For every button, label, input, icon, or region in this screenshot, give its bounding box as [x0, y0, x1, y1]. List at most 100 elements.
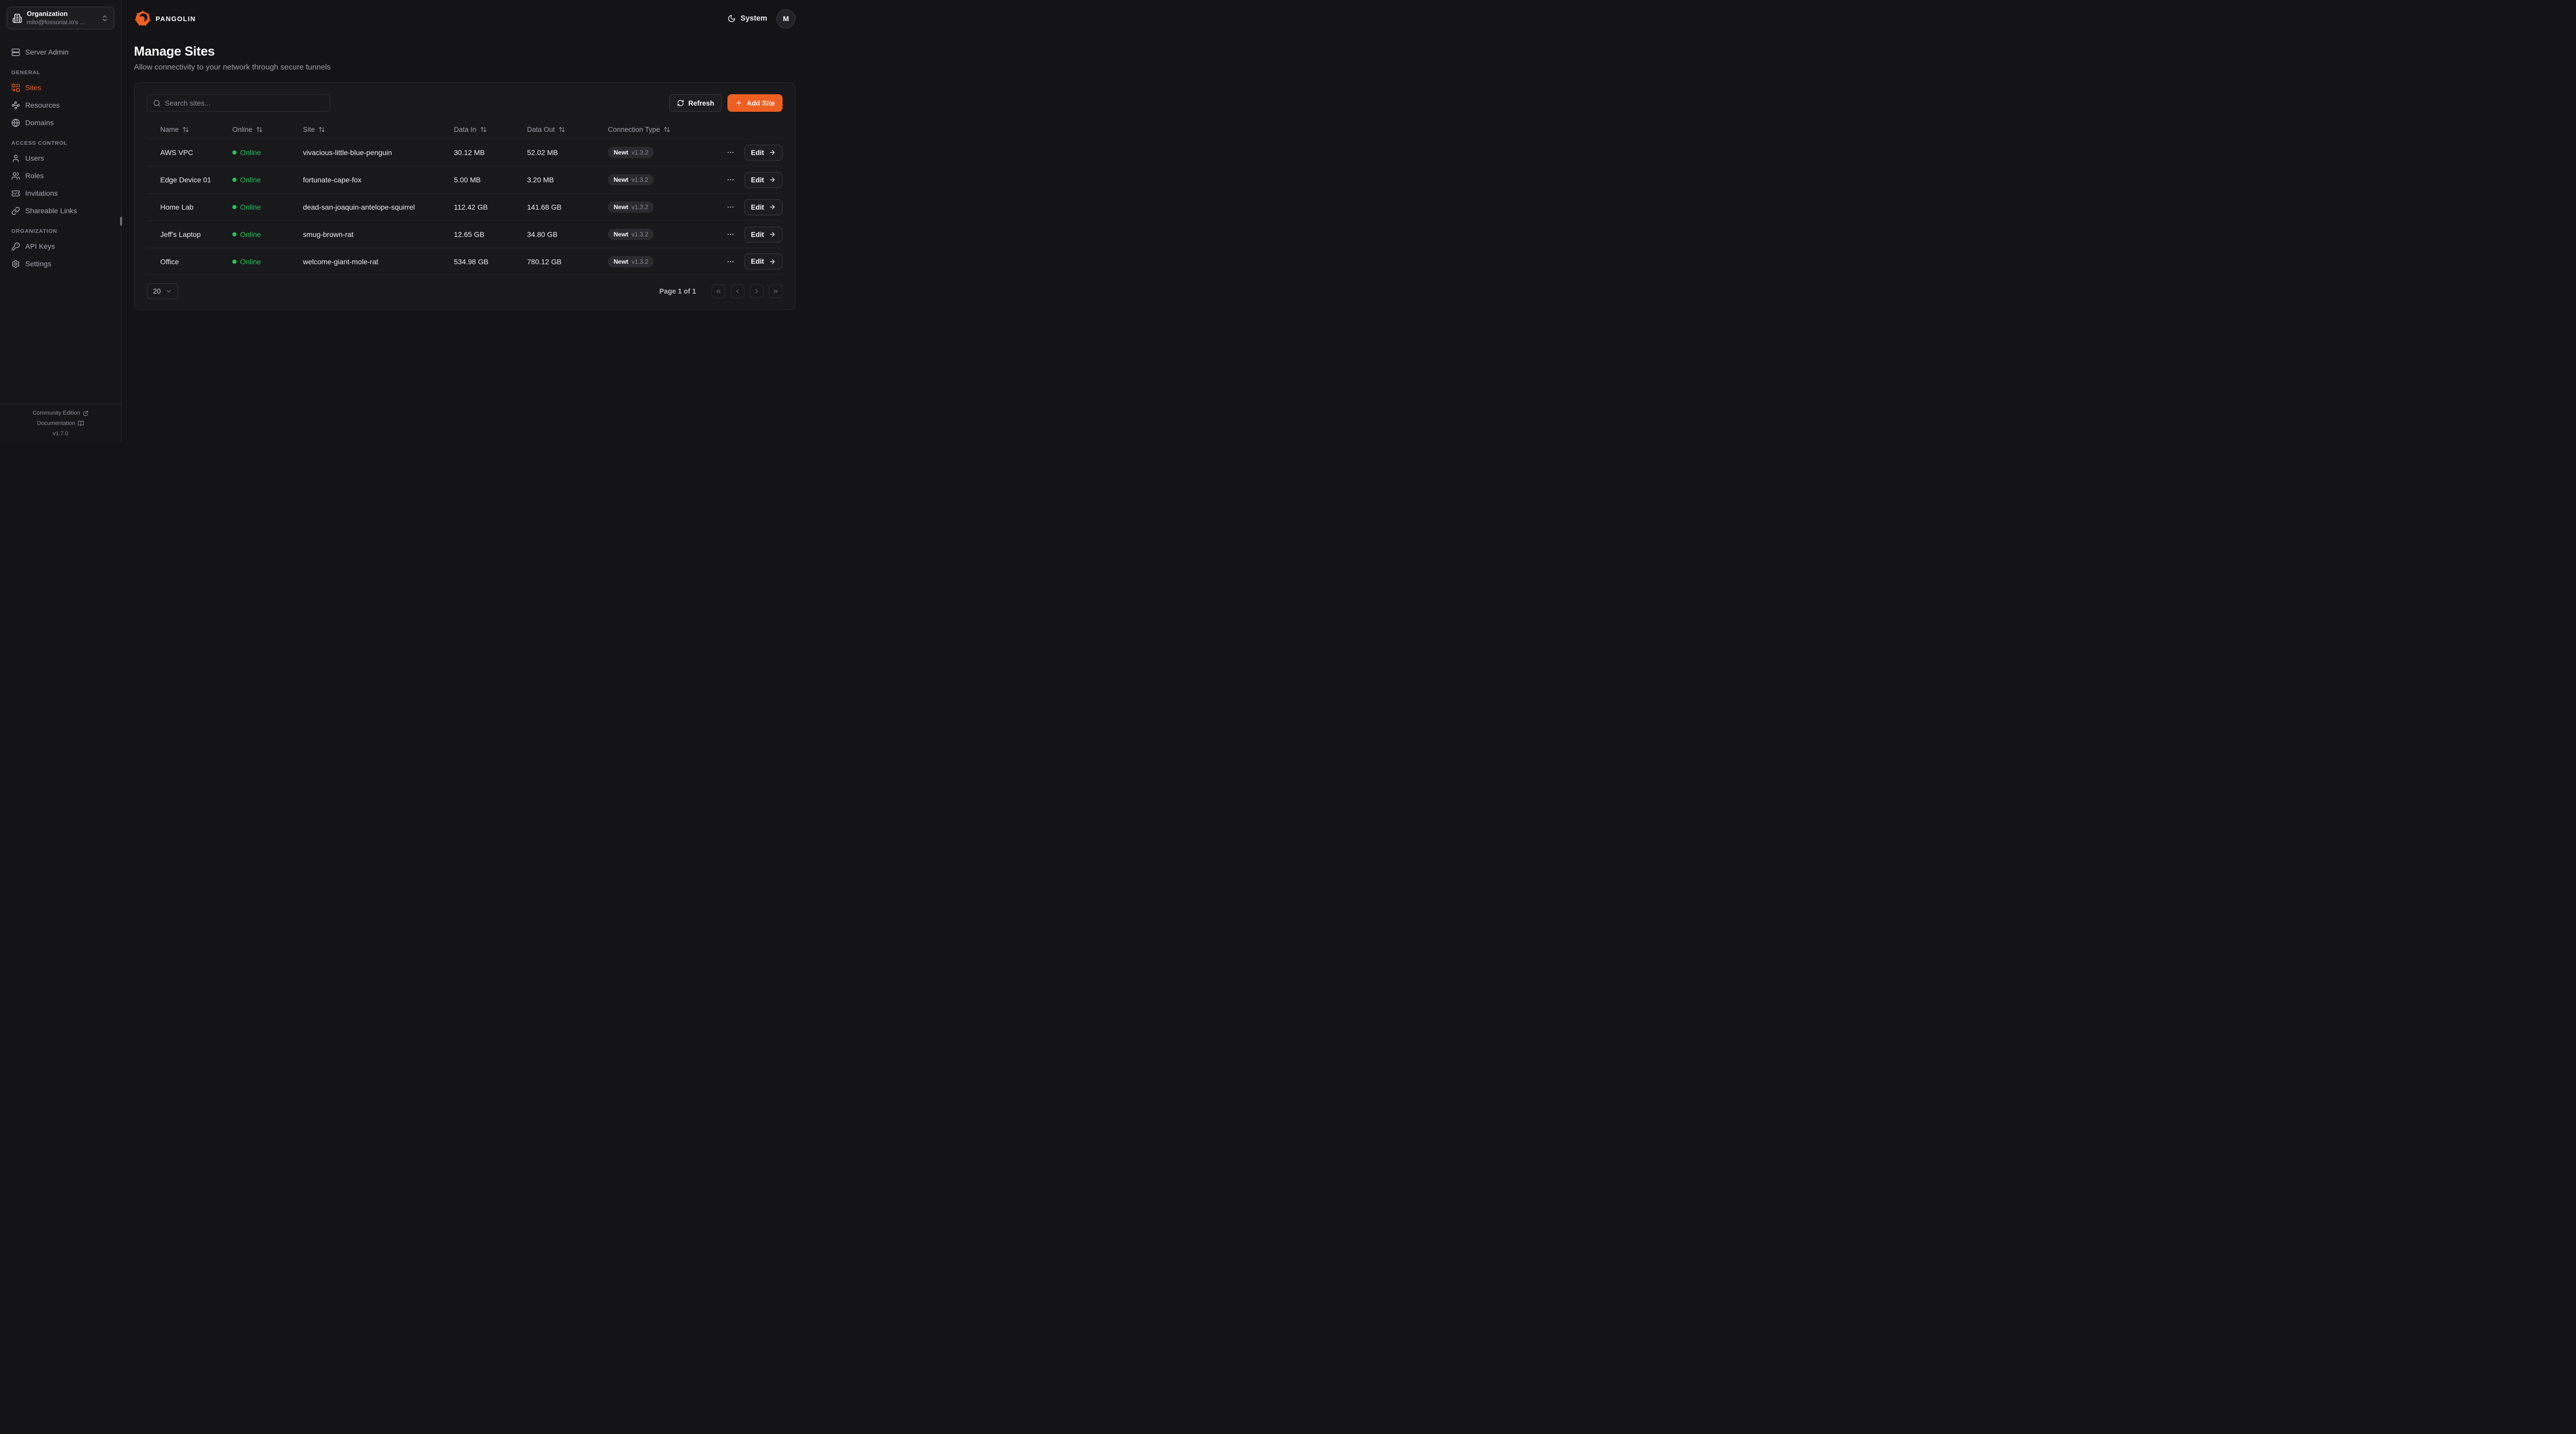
main-content: PANGOLIN System M Manage Sites Allow con… — [122, 0, 808, 443]
data-out-value: 780.12 GB — [527, 257, 562, 266]
sidebar-footer: Community Edition Documentation v1.7.0 — [0, 404, 121, 443]
book-open-icon — [78, 420, 84, 426]
site-slug: dead-san-joaquin-antelope-squirrel — [303, 203, 415, 211]
community-edition-link[interactable]: Community Edition — [5, 410, 116, 416]
avatar[interactable]: M — [776, 9, 795, 28]
previous-page-button[interactable] — [731, 284, 744, 298]
edit-button[interactable]: Edit — [744, 144, 783, 161]
row-menu-button[interactable] — [724, 201, 737, 213]
column-header-name[interactable]: Name — [147, 126, 232, 133]
first-page-button[interactable] — [711, 284, 725, 298]
column-header-data-in[interactable]: Data In — [454, 126, 527, 133]
last-page-button[interactable] — [769, 284, 783, 298]
data-in-value: 12.65 GB — [454, 230, 485, 238]
edit-button[interactable]: Edit — [744, 253, 783, 269]
connection-type-badge: Newt v1.3.2 — [608, 174, 654, 185]
sidebar-item-label: Invitations — [25, 189, 58, 197]
ellipsis-icon — [726, 230, 735, 238]
sidebar-item-label: API Keys — [25, 242, 55, 250]
sidebar-item-resources[interactable]: Resources — [7, 96, 114, 114]
row-menu-button[interactable] — [724, 255, 737, 268]
arrow-right-icon — [769, 203, 776, 211]
edit-button[interactable]: Edit — [744, 226, 783, 243]
table-row: Edge Device 01 Online fortunate-cape-fox… — [147, 166, 783, 193]
site-name: AWS VPC — [160, 148, 194, 157]
sites-card: Refresh Add Site Name — [134, 82, 795, 310]
column-header-site[interactable]: Site — [303, 126, 454, 133]
org-selector[interactable]: Organization milo@fossorial.io's ... — [7, 7, 114, 29]
edit-button[interactable]: Edit — [744, 172, 783, 188]
connection-type-badge: Newt v1.3.2 — [608, 201, 654, 213]
page-subtitle: Allow connectivity to your network throu… — [134, 63, 331, 72]
column-header-data-out[interactable]: Data Out — [527, 126, 608, 133]
sidebar-section-general: GENERAL — [11, 70, 41, 76]
status-badge: Online — [232, 203, 303, 211]
data-out-value: 141.68 GB — [527, 203, 562, 211]
arrow-up-down-icon — [182, 126, 189, 133]
sidebar-item-invitations[interactable]: Invitations — [7, 184, 114, 202]
arrow-up-down-icon — [480, 126, 487, 133]
sidebar-section-organization: ORGANIZATION — [11, 228, 58, 234]
arrow-up-down-icon — [664, 126, 670, 133]
data-in-value: 30.12 MB — [454, 148, 485, 157]
table-row: Home Lab Online dead-san-joaquin-antelop… — [147, 193, 783, 220]
sidebar-section-access-control: ACCESS CONTROL — [11, 140, 67, 146]
combine-icon — [11, 83, 20, 92]
site-name: Office — [160, 257, 179, 266]
table-header-row: Name Online Site Data In — [147, 120, 783, 139]
sidebar-item-label: Shareable Links — [25, 207, 77, 215]
pangolin-logo — [134, 10, 151, 27]
refresh-button[interactable]: Refresh — [669, 94, 722, 112]
brand: PANGOLIN — [134, 10, 196, 27]
page-size-select[interactable]: 20 — [147, 283, 179, 299]
sidebar-item-server-admin[interactable]: Server Admin — [7, 43, 114, 61]
status-badge: Online — [232, 258, 303, 266]
sidebar-item-domains[interactable]: Domains — [7, 114, 114, 131]
table-footer: 20 Page 1 of 1 — [147, 283, 783, 299]
link-icon — [11, 207, 20, 215]
users-icon — [11, 172, 20, 180]
documentation-link[interactable]: Documentation — [5, 420, 116, 426]
sidebar-item-settings[interactable]: Settings — [7, 255, 114, 272]
page-status: Page 1 of 1 — [659, 287, 696, 295]
data-in-value: 112.42 GB — [454, 203, 488, 211]
edit-button[interactable]: Edit — [744, 199, 783, 215]
row-menu-button[interactable] — [724, 174, 737, 186]
table-row: Jeff's Laptop Online smug-brown-rat 12.6… — [147, 220, 783, 248]
add-site-button[interactable]: Add Site — [727, 94, 783, 112]
sidebar-item-api-keys[interactable]: API Keys — [7, 237, 114, 255]
row-menu-button[interactable] — [724, 228, 737, 241]
column-header-connection-type[interactable]: Connection Type — [608, 126, 706, 133]
site-name: Jeff's Laptop — [160, 230, 201, 238]
search-icon — [153, 99, 161, 107]
theme-toggle-button[interactable]: System — [727, 14, 767, 23]
ellipsis-icon — [726, 258, 735, 266]
search-box — [147, 94, 330, 112]
next-page-button[interactable] — [750, 284, 764, 298]
sidebar-item-label: Server Admin — [25, 48, 69, 56]
ellipsis-icon — [726, 176, 735, 184]
sidebar-item-sites[interactable]: Sites — [7, 79, 114, 96]
status-badge: Online — [232, 230, 303, 238]
sidebar-item-shareable-links[interactable]: Shareable Links — [7, 202, 114, 219]
data-out-value: 34.80 GB — [527, 230, 558, 238]
sidebar: Organization milo@fossorial.io's ... Ser… — [0, 0, 122, 443]
sidebar-item-label: Users — [25, 154, 44, 162]
row-menu-button[interactable] — [724, 146, 737, 159]
sidebar-item-users[interactable]: Users — [7, 149, 114, 167]
sidebar-item-roles[interactable]: Roles — [7, 167, 114, 184]
app-version: v1.7.0 — [53, 431, 69, 437]
online-dot-icon — [232, 259, 236, 264]
column-header-online[interactable]: Online — [232, 126, 303, 133]
arrow-up-down-icon — [318, 126, 325, 133]
arrow-right-icon — [769, 258, 776, 265]
chevron-left-icon — [734, 288, 741, 295]
table-row: Office Online welcome-giant-mole-rat 534… — [147, 248, 783, 275]
online-dot-icon — [232, 232, 236, 236]
brand-name: PANGOLIN — [156, 14, 196, 23]
gear-icon — [11, 260, 20, 268]
arrow-right-icon — [769, 231, 776, 238]
status-badge: Online — [232, 148, 303, 157]
search-input[interactable] — [165, 99, 324, 107]
sidebar-resize-handle[interactable] — [120, 217, 122, 226]
